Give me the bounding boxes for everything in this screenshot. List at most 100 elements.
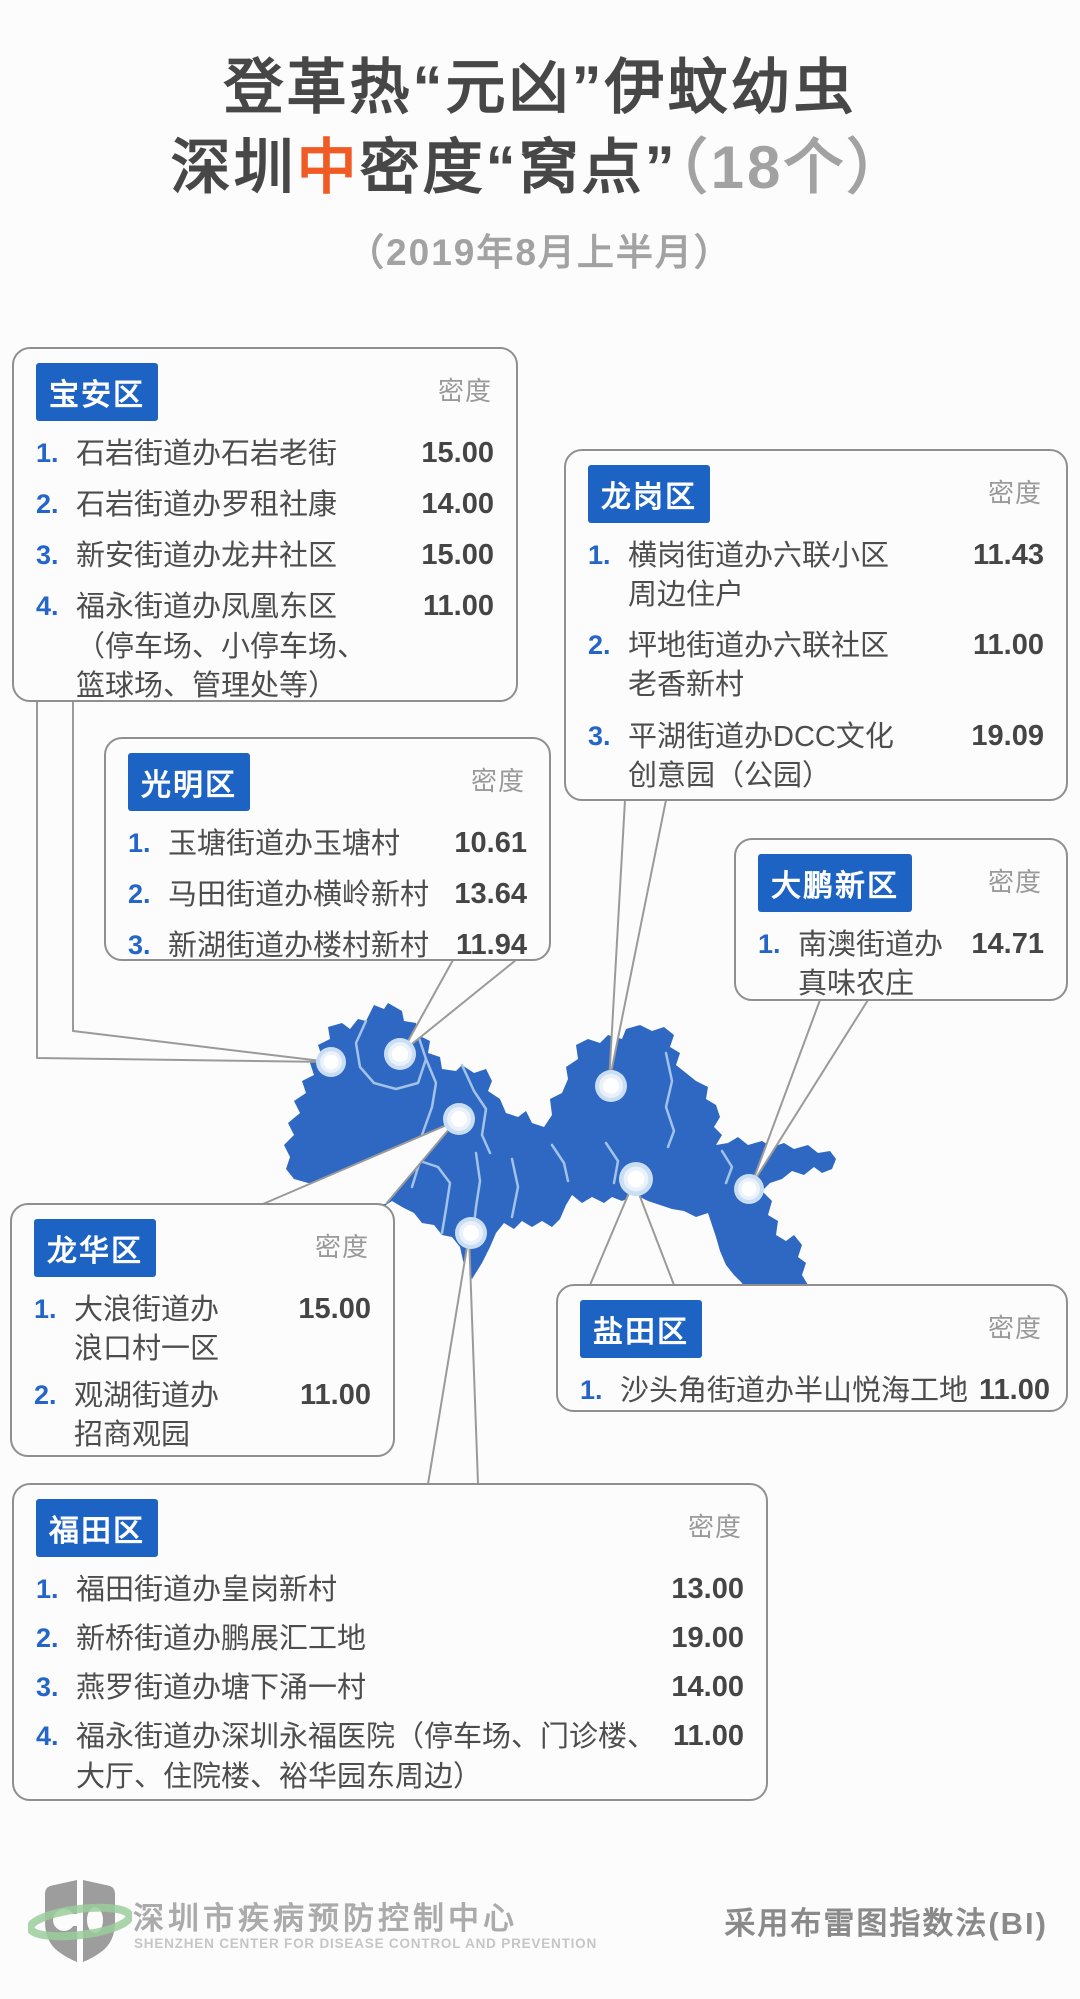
item-number: 3. [36,540,59,571]
hotspot-markers [316,1038,764,1249]
map-marker-yantian [619,1162,653,1196]
district-box-longhua: 龙华区 密度 1. 大浪街道办 浪口村一区 15.00 2. 观湖街道办 招商观园 11… [10,1203,395,1457]
item-number: 2. [36,489,59,520]
item-number: 2. [34,1380,57,1411]
density-header: 密度 [987,478,1042,508]
list-item: 1. 横岗街道办六联小区 周边住户 11.43 [588,537,1044,615]
callout-tail-guangming [401,959,517,1053]
cdc-logo-icon [28,1880,132,1962]
density-header: 密度 [687,1512,742,1542]
item-text: 坪地街道办六联社区 老香新村 [628,630,890,702]
item-value: 11.94 [456,929,527,962]
item-text: 大浪街道办 浪口村一区 [74,1294,220,1366]
list-item: 2. 坪地街道办六联社区 老香新村 11.00 [588,627,1044,705]
district-box-futian: 福田区 密度 1. 福田街道办皇岗新村 13.00 2. 新桥街道办鹏展汇工地 19.0… [12,1483,768,1801]
footer-org-name-en: SHENZHEN CENTER FOR DISEASE CONTROL AND … [134,1936,598,1951]
item-number: 1. [758,929,781,959]
shenzhen-map [284,1003,836,1319]
footer-org-name: 深圳市疾病预防控制中心 [133,1901,518,1936]
item-text: 福永街道办深圳永福医院（停车场、门诊楼、 大厅、住院楼、裕华园东周边） [76,1721,657,1793]
item-number: 1. [36,438,59,468]
item-number: 2. [128,879,151,910]
density-header: 密度 [987,1313,1042,1343]
density-header: 密度 [314,1232,369,1262]
item-text: 福田街道办皇岗新村 [76,1574,338,1606]
list-item: 1. 福田街道办皇岗新村 13.00 [36,1571,744,1610]
item-text: 观湖街道办 招商观园 [74,1380,220,1452]
item-text: 福永街道办凤凰东区 （停车场、小停车场、 篮球场、管理处等） [76,591,367,702]
map-marker-futian [455,1217,487,1249]
item-number: 1. [580,1375,603,1405]
list-item: 2. 石岩街道办罗租社康 14.00 [36,486,494,525]
district-box-guangming: 光明区 密度 1. 玉塘街道办玉塘村 10.61 2. 马田街道办横岭新村 13.64 … [104,737,551,962]
density-header: 密度 [470,766,525,796]
item-value: 13.00 [671,1573,744,1605]
item-value: 14.71 [971,928,1044,960]
district-chip: 龙岗区 [588,465,710,523]
item-number: 2. [588,630,611,661]
page-title: 登革热“元凶”伊蚊幼虫 深圳中密度“窝点”（18个） [0,48,1080,208]
density-header: 密度 [437,376,492,406]
list-item: 4. 福永街道办凤凰东区 （停车场、小停车场、 篮球场、管理处等） 11.00 [36,588,494,705]
item-value: 14.00 [421,488,494,521]
map-marker-longhua [443,1103,475,1135]
item-value: 11.43 [973,539,1044,571]
map-marker-guangming [384,1038,416,1070]
list-item: 2. 观湖街道办 招商观园 11.00 [34,1377,371,1455]
item-value: 13.64 [454,878,527,911]
item-value: 19.09 [971,719,1044,752]
list-item: 3. 新湖街道办楼村新村 11.94 [128,927,527,966]
density-header: 密度 [987,867,1042,897]
list-item: 2. 新桥街道办鹏展汇工地 19.00 [36,1620,744,1659]
item-text: 新桥街道办鹏展汇工地 [76,1623,367,1656]
item-text: 燕罗街道办塘下涌一村 [76,1672,367,1705]
item-value: 11.00 [973,629,1044,662]
list-item: 3. 燕罗街道办塘下涌一村 14.00 [36,1669,744,1708]
title-highlight-char: 中 [296,133,360,201]
item-value: 14.00 [671,1671,744,1704]
list-item: 1. 石岩街道办石岩老街 15.00 [36,435,494,474]
list-item: 1. 大浪街道办 浪口村一区 15.00 [34,1291,371,1369]
list-item: 3. 新安街道办龙井社区 15.00 [36,537,494,576]
item-text: 沙头角街道办半山悦海工地 [620,1375,969,1407]
list-item: 1. 沙头角街道办半山悦海工地 11.00 [580,1372,1050,1411]
item-number: 1. [34,1294,57,1324]
item-value: 15.00 [298,1293,371,1325]
item-number: 2. [36,1623,59,1654]
list-item: 4. 福永街道办深圳永福医院（停车场、门诊楼、 大厅、住院楼、裕华园东周边） 11.… [36,1718,744,1796]
item-value: 11.00 [979,1374,1050,1406]
item-value: 15.00 [421,437,494,469]
map-marker-baoan [316,1047,346,1077]
title-line1: 登革热“元凶”伊蚊幼虫 [223,54,857,121]
footer-method-note: 采用布雷图指数法(BI) [724,1906,1048,1941]
district-box-yantian: 盐田区 密度 1. 沙头角街道办半山悦海工地 11.00 [556,1284,1068,1412]
item-number: 1. [128,828,151,858]
shenzhen-map-shape [284,1003,836,1319]
item-number: 4. [36,591,59,622]
list-item: 3. 平湖街道办DCC文化 创意园（公园） 19.09 [588,718,1044,796]
item-text: 马田街道办横岭新村 [168,879,430,912]
item-value: 15.00 [421,539,494,572]
district-box-longgang: 龙岗区 密度 1. 横岗街道办六联小区 周边住户 11.43 2. 坪地街道办六联社区… [564,449,1068,801]
item-number: 4. [36,1721,59,1752]
district-chip: 宝安区 [36,363,158,421]
district-chip: 盐田区 [580,1300,702,1358]
item-number: 3. [128,930,151,961]
item-number: 3. [36,1672,59,1703]
list-item: 1. 南澳街道办 真味农庄 14.71 [758,926,1044,1004]
item-value: 11.00 [423,590,494,623]
title-line2: 深圳中密度“窝点”（18个） [170,133,910,201]
district-box-dapeng: 大鹏新区 密度 1. 南澳街道办 真味农庄 14.71 [734,838,1068,1001]
item-text: 玉塘街道办玉塘村 [168,828,401,860]
item-text: 新安街道办龙井社区 [76,540,338,573]
item-number: 3. [588,720,611,751]
item-text: 石岩街道办石岩老街 [76,438,338,470]
item-number: 1. [36,1574,59,1604]
item-value: 11.00 [673,1720,744,1753]
item-number: 1. [588,540,611,570]
map-marker-dapeng [734,1174,764,1204]
district-chip: 福田区 [36,1499,158,1557]
district-chip: 龙华区 [34,1219,156,1277]
